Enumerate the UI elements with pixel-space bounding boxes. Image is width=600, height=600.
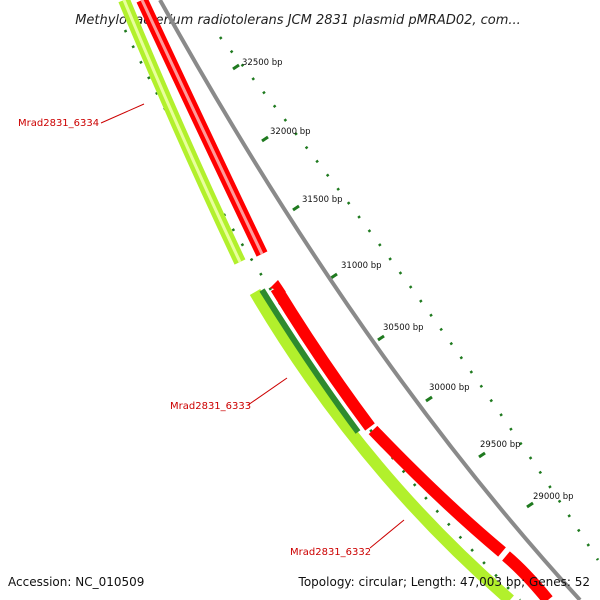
gene-label-leader	[369, 519, 405, 549]
tick-label: 31000 bp	[341, 261, 382, 271]
ruler-ticks	[232, 63, 534, 509]
tick-label: 30500 bp	[383, 323, 424, 333]
tick-label: 32500 bp	[242, 58, 283, 68]
tick-label: 30000 bp	[429, 383, 470, 393]
tick-mark	[526, 501, 534, 509]
tick-mark	[292, 204, 300, 212]
backbone-circle	[158, 0, 582, 600]
cds-forward-upper-highlight	[122, 0, 242, 263]
tick-label: 32000 bp	[270, 127, 311, 137]
gene-label-leader	[247, 377, 288, 406]
cds-reverse-6334-highlight	[140, 0, 264, 255]
tick-label: 29000 bp	[533, 492, 574, 502]
cds-reverse-6333-arrowhead	[270, 280, 286, 292]
cds-reverse-6332[interactable]	[368, 425, 506, 557]
cds-forward-highlight-segment[interactable]	[259, 288, 361, 434]
tick-mark	[425, 395, 433, 403]
tick-mark	[330, 272, 338, 280]
ruler-dotted-circle	[218, 36, 600, 561]
gene-label-leader	[100, 103, 145, 124]
gene-label-6334[interactable]: Mrad2831_6334	[18, 118, 99, 129]
accession-text: Accession: NC_010509	[8, 575, 144, 589]
summary-text: Topology: circular; Length: 47,003 bp; G…	[298, 575, 590, 589]
gene-label-6333[interactable]: Mrad2831_6333	[170, 401, 251, 412]
tick-mark	[261, 135, 269, 143]
cds-forward-lower[interactable]	[249, 288, 514, 600]
tick-mark	[478, 451, 486, 459]
tick-label: 31500 bp	[302, 195, 343, 205]
cds-reverse-6333[interactable]	[270, 284, 375, 431]
gene-label-6332[interactable]: Mrad2831_6332	[290, 547, 371, 558]
tick-mark	[377, 334, 385, 342]
cds-reverse-next[interactable]	[502, 551, 553, 600]
tick-label: 29500 bp	[480, 440, 521, 450]
map-title: Methylobacterium radiotolerans JCM 2831 …	[75, 13, 521, 28]
tick-mark	[232, 63, 240, 71]
